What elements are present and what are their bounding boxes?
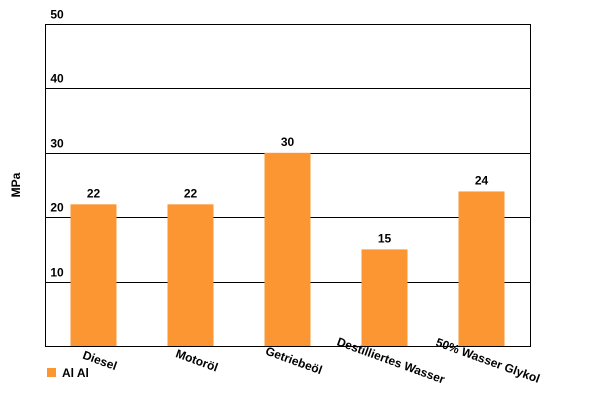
value-label-4: 15 bbox=[378, 231, 392, 245]
value-label-3: 30 bbox=[281, 135, 295, 149]
value-labels: 22 22 30 15 24 bbox=[87, 135, 489, 246]
y-axis-ticks: 10 20 30 40 50 bbox=[50, 8, 64, 280]
bar-2 bbox=[167, 204, 214, 346]
legend-label: Al Al bbox=[62, 366, 89, 380]
y-tick-label-30: 30 bbox=[50, 137, 64, 151]
y-tick-label-40: 40 bbox=[50, 72, 64, 86]
y-axis-title: MPa bbox=[9, 172, 23, 197]
category-label-2: Motoröl bbox=[174, 346, 220, 374]
y-tick-label-50: 50 bbox=[50, 8, 64, 22]
bar-3 bbox=[264, 152, 311, 346]
legend-swatch bbox=[47, 368, 56, 377]
y-tick-label-10: 10 bbox=[50, 266, 64, 280]
plot-area-frame bbox=[45, 24, 531, 347]
legend: Al Al bbox=[47, 366, 89, 380]
value-label-2: 22 bbox=[184, 186, 198, 200]
value-label-1: 22 bbox=[87, 186, 101, 200]
bar-4 bbox=[361, 249, 408, 346]
bar-5 bbox=[458, 191, 505, 346]
value-label-5: 24 bbox=[475, 173, 489, 187]
category-label-3: Getriebeöl bbox=[264, 344, 325, 377]
bar-1 bbox=[70, 204, 117, 346]
bars bbox=[70, 152, 505, 346]
y-tick-label-20: 20 bbox=[50, 201, 64, 215]
